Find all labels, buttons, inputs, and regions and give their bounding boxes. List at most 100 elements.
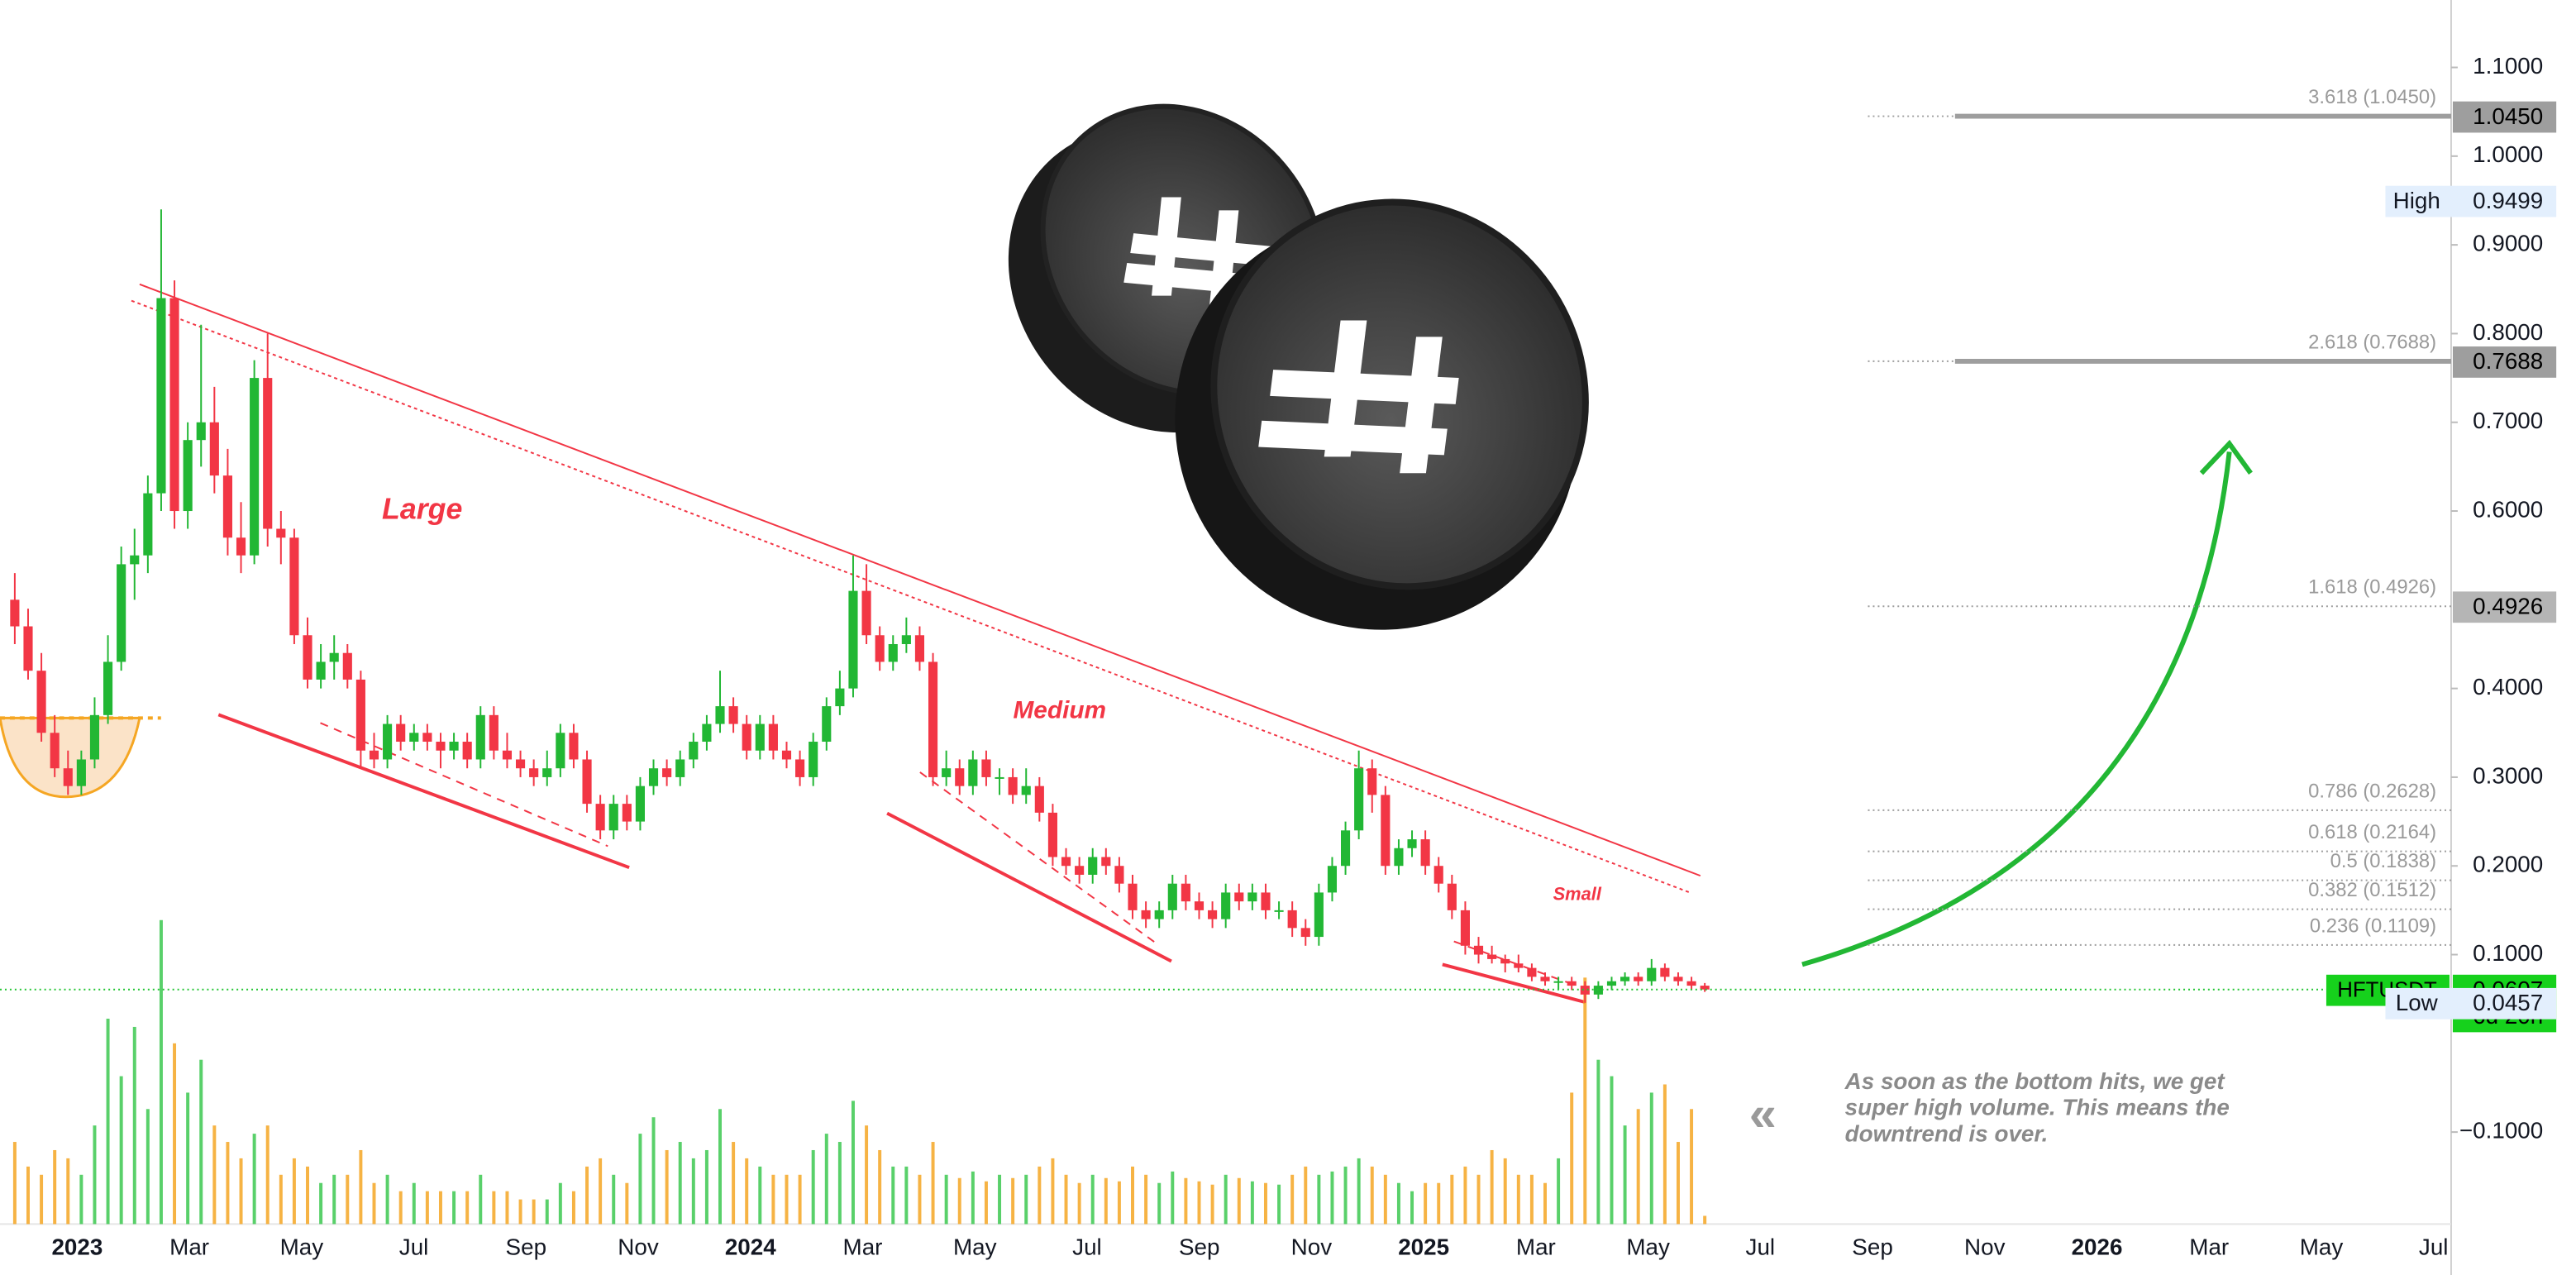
candle-body bbox=[648, 768, 659, 786]
x-tick-label: Nov bbox=[618, 1234, 659, 1260]
candle-body bbox=[1128, 883, 1138, 910]
volume-bar bbox=[1317, 1174, 1321, 1225]
candle-body bbox=[635, 786, 645, 822]
volume-bar bbox=[1184, 1177, 1188, 1225]
volume-bar bbox=[1437, 1182, 1441, 1225]
trend-line-dotted bbox=[131, 299, 1690, 893]
candle-body bbox=[1660, 967, 1670, 977]
volume-bar bbox=[1330, 1171, 1334, 1225]
x-tick-label: May bbox=[280, 1234, 324, 1260]
candle-body bbox=[329, 652, 339, 662]
volume-bar bbox=[811, 1149, 815, 1225]
volume-bar bbox=[79, 1174, 83, 1225]
candle-body bbox=[1208, 910, 1218, 919]
cup-shape bbox=[0, 716, 141, 799]
candle-body bbox=[130, 555, 140, 565]
volume-bar bbox=[199, 1059, 203, 1225]
candle-body bbox=[276, 528, 286, 538]
volume-bar bbox=[545, 1199, 549, 1225]
x-tick-label: May bbox=[1626, 1234, 1670, 1260]
volume-bar bbox=[1250, 1181, 1254, 1225]
candle-body bbox=[1327, 866, 1338, 893]
volume-bar bbox=[798, 1174, 802, 1225]
annotation: Medium bbox=[1013, 696, 1106, 723]
candle-body bbox=[608, 804, 618, 831]
candle-body bbox=[1620, 977, 1630, 981]
volume-bar bbox=[837, 1142, 842, 1225]
volume-bar bbox=[1210, 1184, 1214, 1225]
candle-body bbox=[1114, 866, 1124, 884]
volume-bar bbox=[1463, 1166, 1467, 1225]
volume-bar bbox=[1171, 1171, 1175, 1225]
volume-bar bbox=[346, 1174, 350, 1225]
volume-bar bbox=[704, 1149, 708, 1225]
volume-bar bbox=[518, 1199, 522, 1225]
candle-body bbox=[848, 590, 858, 689]
volume-bar bbox=[252, 1134, 256, 1225]
note-marker: « bbox=[1749, 1086, 1777, 1141]
low-tag-box bbox=[2385, 987, 2557, 1020]
candle-body bbox=[36, 671, 46, 733]
candle-body bbox=[861, 590, 871, 636]
candle-body bbox=[1101, 857, 1111, 867]
volume-bar bbox=[173, 1043, 177, 1225]
candle-body bbox=[209, 422, 219, 476]
volume-bar bbox=[1649, 1092, 1653, 1225]
candle-body bbox=[1047, 812, 1057, 857]
candle-body bbox=[475, 714, 485, 760]
volume-bar bbox=[785, 1174, 789, 1225]
volume-bar bbox=[412, 1182, 416, 1225]
x-tick-label: May bbox=[2300, 1234, 2344, 1260]
candle-body bbox=[888, 643, 898, 662]
candle-body bbox=[489, 714, 499, 751]
candle-body bbox=[1673, 977, 1683, 981]
volume-bar bbox=[292, 1158, 296, 1225]
fib-label: 0.236 (0.1109) bbox=[2310, 914, 2436, 937]
y-tick-label: 0.9000 bbox=[2473, 230, 2543, 255]
y-tick-label: 1.1000 bbox=[2473, 53, 2543, 79]
volume-bar bbox=[132, 1026, 136, 1225]
volume-bar bbox=[625, 1182, 629, 1225]
y-tick-label: 0.4000 bbox=[2473, 674, 2543, 700]
plot bbox=[10, 209, 1710, 1225]
volume-bar bbox=[1370, 1166, 1374, 1225]
volume-bar bbox=[452, 1191, 456, 1225]
note-line: downtrend is over. bbox=[1845, 1120, 2049, 1146]
candle-body bbox=[63, 768, 73, 786]
candle-body bbox=[1261, 892, 1271, 910]
x-tick-label: Mar bbox=[169, 1234, 209, 1260]
volume-bar bbox=[1197, 1181, 1201, 1225]
volume-bar bbox=[1357, 1158, 1361, 1225]
volume-bar bbox=[957, 1177, 961, 1225]
x-tick-label: Nov bbox=[1964, 1234, 2006, 1260]
candle-body bbox=[622, 804, 632, 822]
candle-body bbox=[289, 537, 299, 636]
volume-bar bbox=[239, 1158, 243, 1225]
volume-bar bbox=[1583, 977, 1587, 1225]
candle-body bbox=[875, 635, 885, 662]
volume-bar bbox=[479, 1174, 483, 1225]
candle-body bbox=[995, 776, 1004, 779]
volume-bar bbox=[1263, 1182, 1267, 1225]
candle-body bbox=[1473, 945, 1484, 955]
volume-bar bbox=[1011, 1177, 1015, 1225]
candle-body bbox=[50, 733, 60, 769]
candle-body bbox=[955, 768, 965, 786]
candle-body bbox=[263, 378, 273, 529]
candle-body bbox=[1580, 986, 1590, 995]
candle-body bbox=[981, 759, 991, 777]
candle-body bbox=[1634, 977, 1643, 981]
candle-body bbox=[1274, 910, 1284, 912]
volume-bar bbox=[944, 1174, 948, 1225]
volume-bar bbox=[878, 1149, 882, 1225]
volume-bar bbox=[1144, 1174, 1148, 1225]
volume-bar bbox=[53, 1149, 57, 1225]
candle-body bbox=[901, 635, 911, 644]
candle-body bbox=[1647, 967, 1657, 981]
x-tick-label: 2026 bbox=[2072, 1234, 2123, 1260]
candle-body bbox=[1314, 892, 1324, 938]
candle-body bbox=[342, 652, 352, 680]
candle-body bbox=[809, 742, 818, 777]
volume-bar bbox=[1596, 1059, 1600, 1225]
